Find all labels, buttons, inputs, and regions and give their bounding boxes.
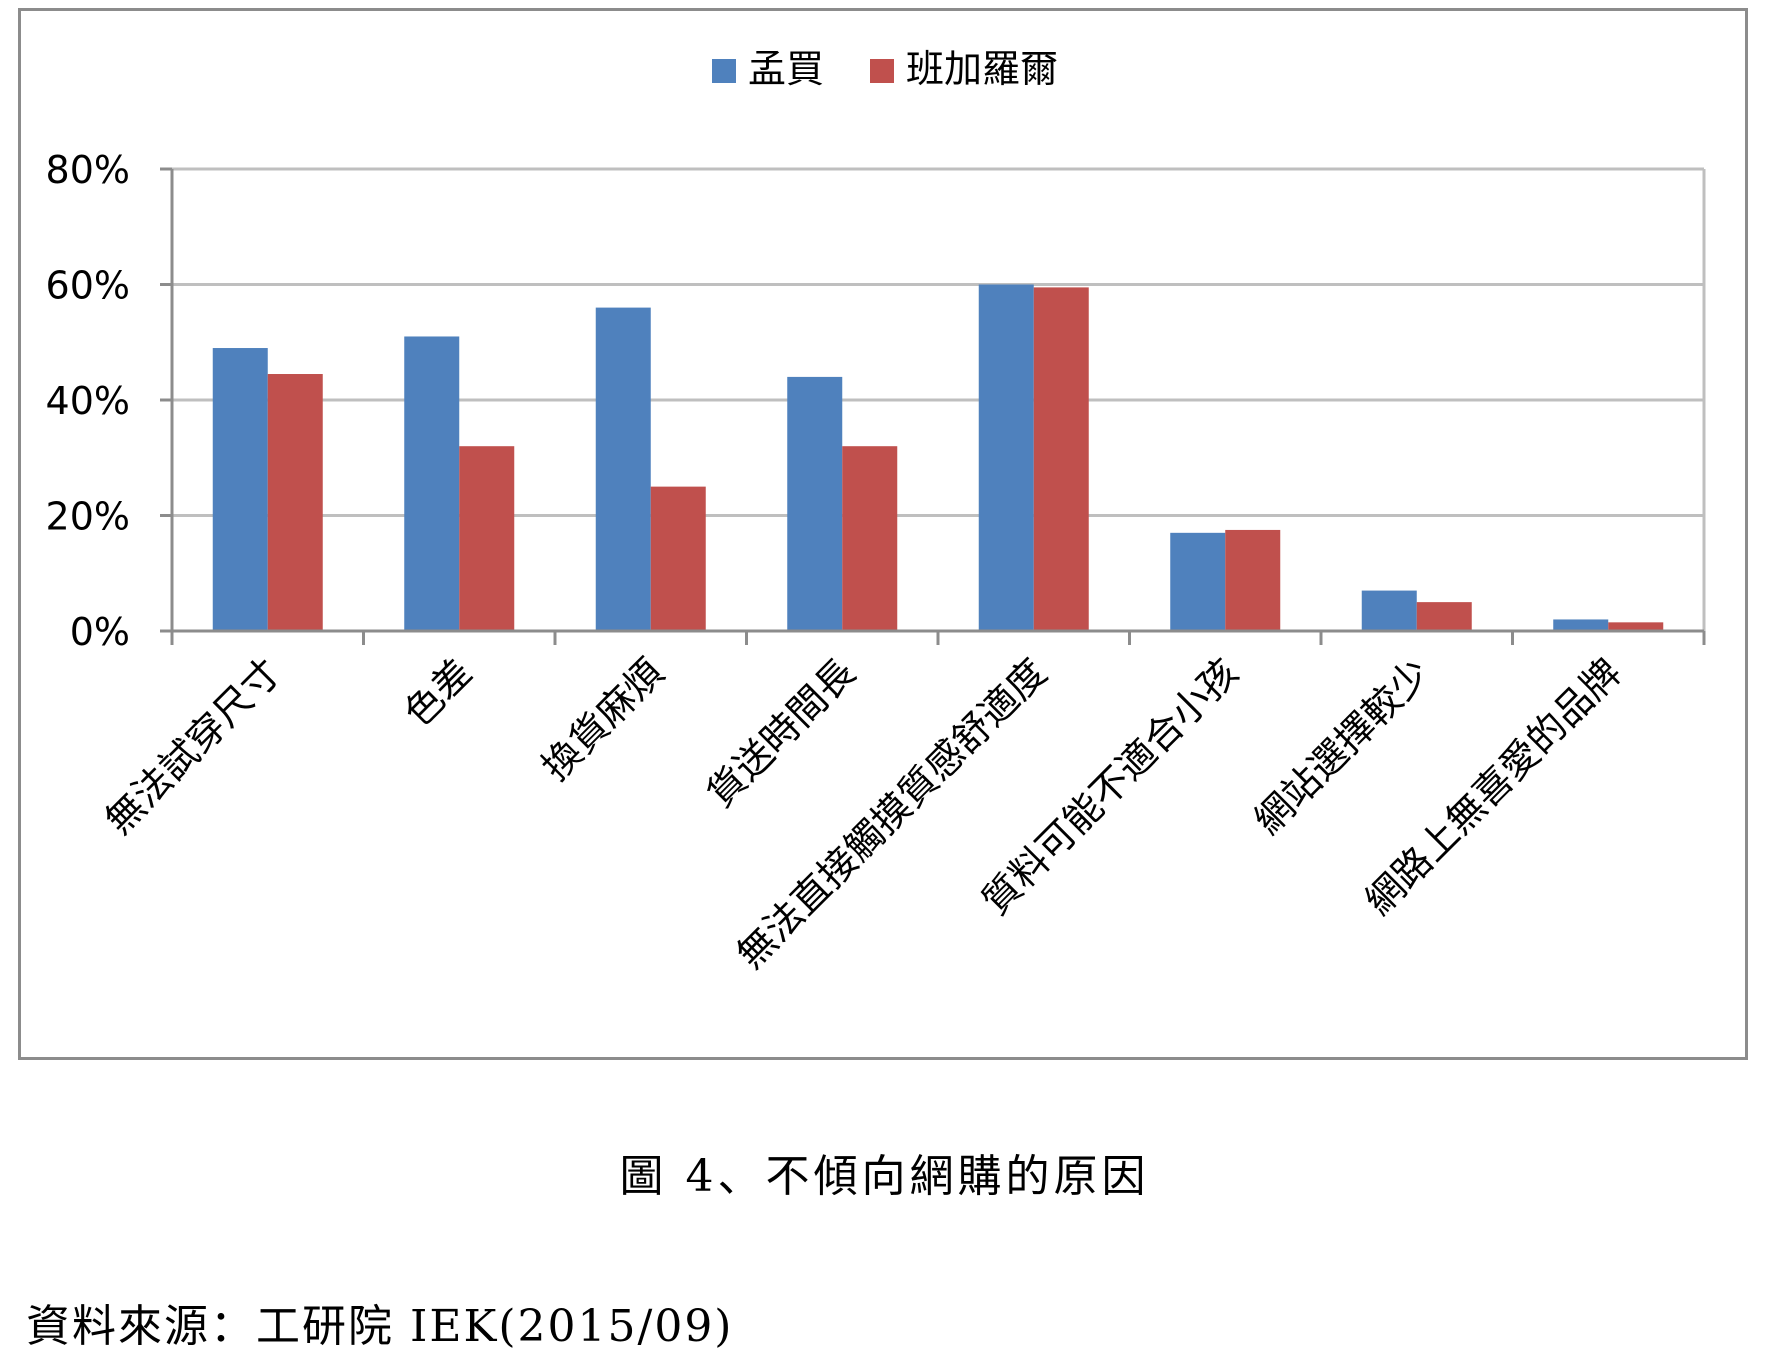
- source-note: 資料來源：工研院 IEK(2015/09): [26, 1301, 734, 1352]
- legend-label-mumbai: 孟買: [748, 47, 824, 91]
- bar-mumbai: [1170, 532, 1226, 631]
- bar-bangalore: [1225, 529, 1281, 631]
- x-tick-label: 換貨麻煩: [534, 650, 673, 789]
- bar-bangalore: [1416, 602, 1472, 631]
- bar-bangalore: [1033, 287, 1089, 631]
- gridlines: [172, 167, 1706, 631]
- bar-bangalore: [267, 374, 323, 631]
- y-axis: 0% 20% 40% 60% 80%: [46, 148, 174, 654]
- bar-bangalore: [1608, 622, 1664, 631]
- x-tick-label: 色差: [396, 650, 481, 735]
- y-tick-label: 60%: [46, 264, 130, 308]
- bar-bangalore: [459, 446, 515, 631]
- figure-caption: 圖 4、不傾向網購的原因: [619, 1151, 1150, 1202]
- x-tick-label: 網站選擇較少: [1246, 650, 1438, 842]
- bar-mumbai: [978, 284, 1034, 631]
- legend-label-bangalore: 班加羅爾: [906, 47, 1058, 91]
- y-tick-label: 80%: [46, 148, 130, 192]
- bar-chart: 孟買 班加羅爾 0% 20% 40% 60% 80% 無法試穿尺寸 色差 換貨麻煩 貨送時間長…: [46, 47, 1706, 977]
- y-tick-label: 20%: [46, 495, 130, 539]
- bar-bangalore: [650, 486, 706, 631]
- legend-swatch-mumbai: [712, 59, 736, 83]
- chart-legend: 孟買 班加羅爾: [712, 47, 1058, 91]
- bar-bangalore: [842, 446, 898, 631]
- bar-mumbai: [1361, 590, 1417, 631]
- x-tick-label: 無法直接觸摸質感舒適度: [728, 650, 1055, 977]
- bar-mumbai: [787, 376, 843, 631]
- bar-mumbai: [212, 348, 268, 631]
- bars: [212, 284, 1664, 631]
- x-tick-label: 貨送時間長: [698, 650, 863, 815]
- x-tick-label: 無法試穿尺寸: [97, 650, 289, 842]
- y-tick-label: 40%: [46, 379, 130, 423]
- bar-mumbai: [1553, 619, 1609, 631]
- bar-mumbai: [404, 336, 460, 631]
- legend-swatch-bangalore: [870, 59, 894, 83]
- y-tick-label: 0%: [70, 610, 130, 654]
- bar-mumbai: [595, 307, 651, 631]
